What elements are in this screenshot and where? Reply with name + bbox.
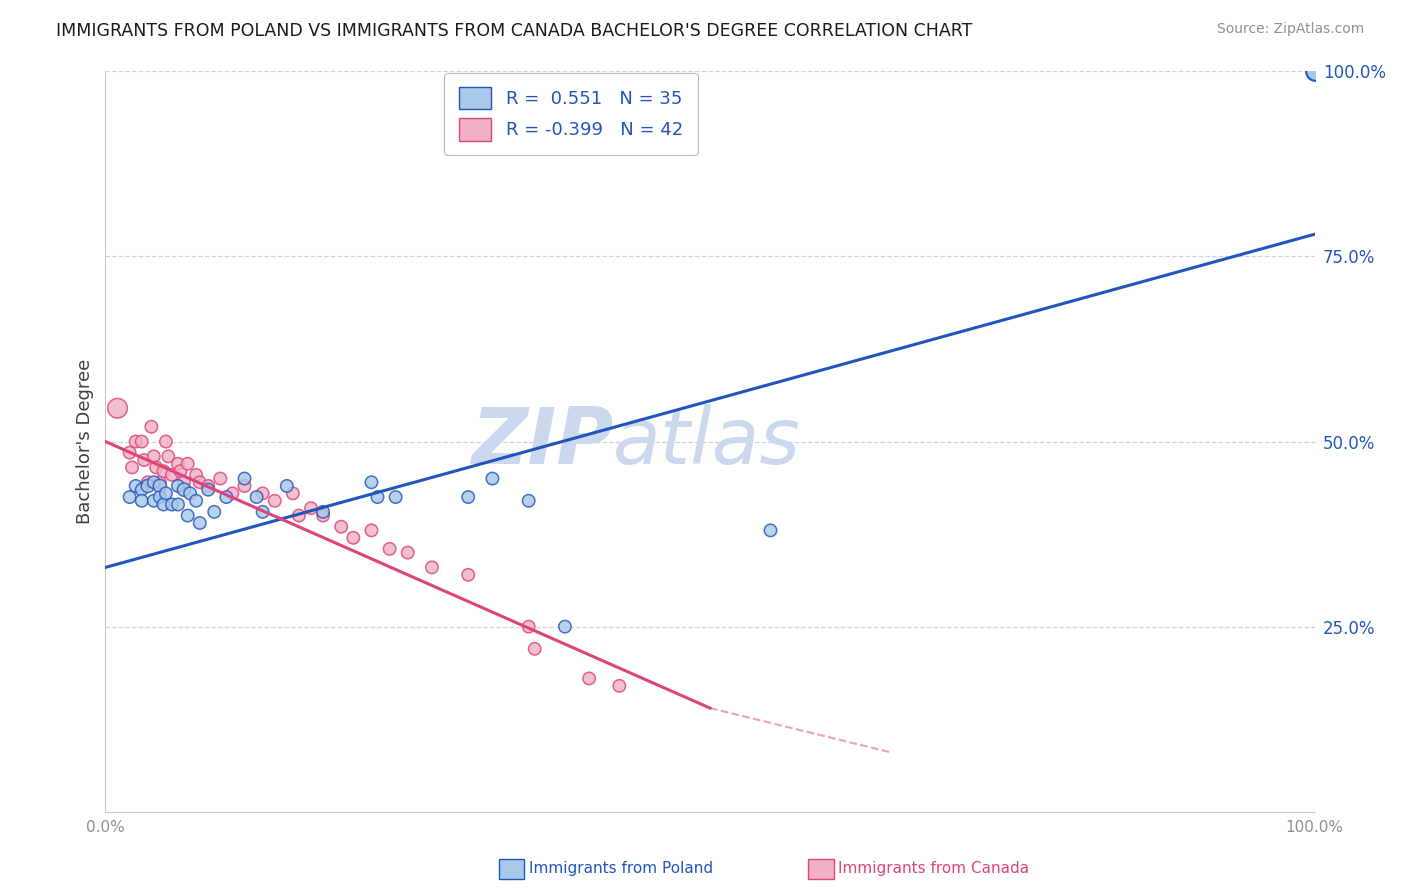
Point <box>179 486 201 500</box>
Point <box>312 508 335 523</box>
Point <box>155 434 177 449</box>
Text: Immigrants from Poland: Immigrants from Poland <box>529 862 713 876</box>
Point <box>457 490 479 504</box>
Point <box>578 672 600 686</box>
Point <box>167 498 190 512</box>
Point <box>186 493 208 508</box>
Point <box>136 475 159 490</box>
Point <box>118 445 141 459</box>
Point <box>197 483 219 497</box>
Point <box>142 450 165 464</box>
Point <box>609 679 631 693</box>
Point <box>141 419 163 434</box>
Point <box>157 450 180 464</box>
Text: ZIP: ZIP <box>471 403 613 480</box>
Point <box>149 475 172 490</box>
Point <box>142 493 165 508</box>
Point <box>167 457 190 471</box>
Point <box>160 498 183 512</box>
Point <box>233 471 256 485</box>
Point <box>420 560 443 574</box>
Point <box>288 508 311 523</box>
Point <box>1303 64 1326 78</box>
Point <box>312 505 335 519</box>
Point <box>118 490 141 504</box>
Point <box>121 460 143 475</box>
Point <box>124 434 148 449</box>
Point <box>107 401 129 416</box>
Text: Immigrants from Canada: Immigrants from Canada <box>838 862 1029 876</box>
Point <box>152 498 174 512</box>
Point <box>276 479 298 493</box>
Point <box>145 460 167 475</box>
Point <box>378 541 401 556</box>
Point <box>169 464 191 478</box>
Point <box>215 490 238 504</box>
Text: atlas: atlas <box>613 403 801 480</box>
Point <box>176 508 198 523</box>
Point <box>188 475 211 490</box>
Point <box>366 490 388 504</box>
Point <box>523 641 546 656</box>
Point <box>517 619 540 633</box>
Point <box>245 490 267 504</box>
Point <box>124 479 148 493</box>
Point <box>252 486 274 500</box>
Y-axis label: Bachelor's Degree: Bachelor's Degree <box>76 359 94 524</box>
Point <box>186 467 208 482</box>
Point <box>263 493 285 508</box>
Point <box>136 479 159 493</box>
Point <box>134 453 156 467</box>
Point <box>209 471 232 485</box>
Point <box>342 531 364 545</box>
Point <box>396 546 419 560</box>
Point <box>131 483 153 497</box>
Point <box>252 505 274 519</box>
Point <box>142 475 165 490</box>
Point <box>360 475 382 490</box>
Text: IMMIGRANTS FROM POLAND VS IMMIGRANTS FROM CANADA BACHELOR'S DEGREE CORRELATION C: IMMIGRANTS FROM POLAND VS IMMIGRANTS FRO… <box>56 22 973 40</box>
Point <box>517 493 540 508</box>
Point <box>554 619 576 633</box>
Point <box>233 479 256 493</box>
Point <box>202 505 225 519</box>
Point <box>299 501 322 516</box>
Point <box>221 486 243 500</box>
Point <box>167 479 190 493</box>
Point <box>759 524 782 538</box>
Point <box>152 464 174 478</box>
Point <box>149 479 172 493</box>
Point <box>131 493 153 508</box>
Point <box>481 471 503 485</box>
Point <box>131 434 153 449</box>
Point <box>155 486 177 500</box>
Text: Source: ZipAtlas.com: Source: ZipAtlas.com <box>1216 22 1364 37</box>
Point <box>188 516 211 530</box>
Point <box>457 567 479 582</box>
Point <box>281 486 304 500</box>
Point <box>197 479 219 493</box>
Point <box>384 490 406 504</box>
Point <box>160 467 183 482</box>
Point <box>149 490 172 504</box>
Point <box>173 475 195 490</box>
Point <box>176 457 198 471</box>
Point <box>360 524 382 538</box>
Legend: R =  0.551   N = 35, R = -0.399   N = 42: R = 0.551 N = 35, R = -0.399 N = 42 <box>444 73 697 155</box>
Point <box>173 483 195 497</box>
Point <box>330 519 353 533</box>
